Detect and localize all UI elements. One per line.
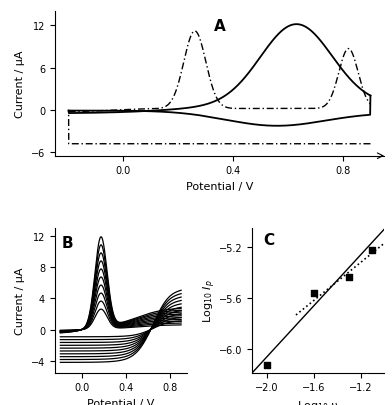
Text: B: B: [62, 236, 73, 251]
Point: [310, 290, 317, 297]
Point: [346, 274, 352, 280]
Text: A: A: [214, 19, 225, 34]
Y-axis label: Current / μA: Current / μA: [15, 51, 25, 118]
X-axis label: Potential / V: Potential / V: [186, 181, 253, 192]
X-axis label: Potential / V: Potential / V: [87, 398, 154, 405]
Point: [263, 362, 270, 368]
Point: [369, 247, 376, 254]
Text: C: C: [263, 233, 274, 248]
X-axis label: Log$_{10}$ $\nu$: Log$_{10}$ $\nu$: [298, 398, 339, 405]
Y-axis label: Current / μA: Current / μA: [15, 267, 25, 334]
Y-axis label: Log$_{10}$ $I_p$: Log$_{10}$ $I_p$: [201, 279, 218, 322]
